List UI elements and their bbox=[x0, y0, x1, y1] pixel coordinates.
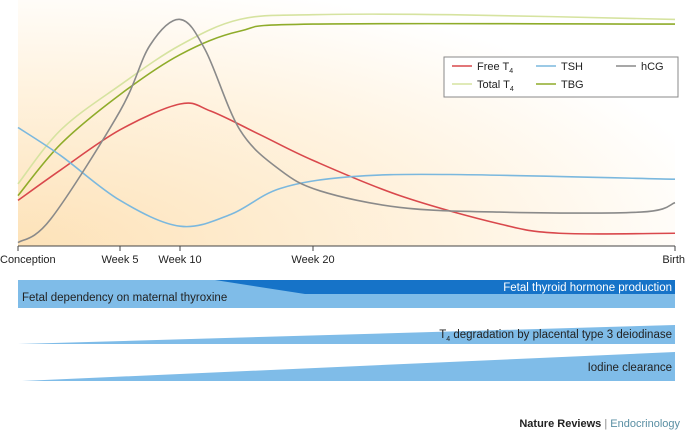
series-line-total-t4 bbox=[17, 13, 676, 185]
legend-label: hCG bbox=[641, 61, 664, 73]
maternal-dependency-label: Fetal dependency on maternal thyroxine bbox=[22, 292, 227, 304]
legend-box bbox=[443, 56, 679, 98]
legend-label: Total T4 bbox=[477, 79, 514, 93]
x-tick-label: Week 20 bbox=[291, 254, 334, 266]
series-line-tsh bbox=[17, 126, 676, 228]
legend: Total T4 TBG Free T4 TSH hCG bbox=[443, 56, 679, 98]
iodine-label: Iodine clearance bbox=[588, 362, 672, 374]
x-tick-label: Birth bbox=[662, 254, 685, 266]
bar-deiodinase: T4 degradation by placental type 3 deiod… bbox=[18, 325, 675, 344]
deiodinase-label: T4 degradation by placental type 3 deiod… bbox=[439, 329, 672, 343]
bar-maternal-fetal: Fetal dependency on maternal thyroxine F… bbox=[18, 280, 675, 308]
legend-label: TSH bbox=[561, 61, 583, 73]
series-line-tbg bbox=[17, 22, 676, 197]
legend-label: TBG bbox=[561, 79, 584, 91]
footer-credit: Nature Reviews | Endocrinology bbox=[519, 418, 680, 430]
iodine-wedge bbox=[22, 352, 675, 381]
deiodinase-wedge bbox=[18, 325, 675, 344]
plot-background bbox=[18, 0, 675, 246]
x-tick-label: Week 5 bbox=[101, 254, 138, 266]
series-line-free-t4 bbox=[17, 102, 676, 235]
fetal-production-wedge bbox=[215, 280, 675, 294]
fetal-production-label: Fetal thyroid hormone production bbox=[503, 282, 672, 294]
legend-label: Free T4 bbox=[477, 61, 513, 75]
series-line-hcg bbox=[17, 18, 676, 244]
x-tick-label: Conception bbox=[0, 254, 56, 266]
x-tick-label: Week 10 bbox=[158, 254, 201, 266]
bar-iodine: Iodine clearance bbox=[22, 352, 675, 381]
